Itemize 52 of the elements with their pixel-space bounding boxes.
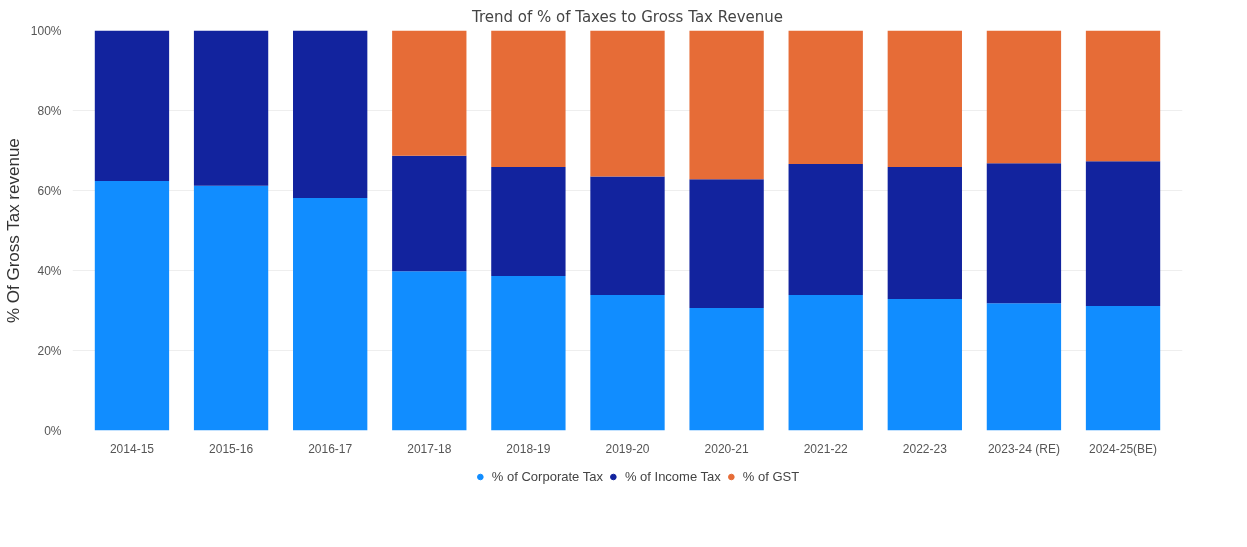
bar <box>94 30 170 181</box>
bar <box>986 30 1062 164</box>
bar <box>689 30 764 180</box>
bar <box>788 164 863 295</box>
bar <box>1085 30 1161 162</box>
x-tick-label: 2020-21 <box>704 441 749 456</box>
bar <box>94 180 170 431</box>
bar <box>392 30 467 156</box>
legend-label: % of GST <box>742 468 800 484</box>
bar <box>590 294 665 431</box>
x-tick-label: 2018-19 <box>506 441 551 456</box>
legend-label: % of Income Tax <box>624 468 721 484</box>
x-tick-label: 2014-15 <box>109 441 155 456</box>
x-tick-label: 2016-17 <box>308 441 353 456</box>
x-tick-label: 2024-25(BE) <box>1089 441 1158 456</box>
x-tick-label: 2019-20 <box>605 441 650 456</box>
legend-label: % of Corporate Tax <box>491 468 603 484</box>
bar <box>491 276 566 431</box>
bar <box>887 166 962 299</box>
chart-title: Trend of % of Taxes to Gross Tax Revenue <box>470 7 784 26</box>
bar <box>293 30 368 199</box>
y-tick-label: 20% <box>37 343 62 358</box>
bar <box>689 308 764 431</box>
bar <box>788 30 863 165</box>
x-tick-label: 2023-24 (RE) <box>987 441 1060 456</box>
y-tick-label: 0% <box>44 423 62 438</box>
y-tick-label: 60% <box>37 183 62 198</box>
bar <box>788 294 863 431</box>
bar <box>491 30 566 167</box>
bar <box>590 176 665 295</box>
bar <box>293 198 368 431</box>
bar <box>193 30 269 186</box>
bar <box>193 185 269 431</box>
bar <box>887 30 962 167</box>
bar <box>590 30 665 177</box>
bar <box>986 303 1062 431</box>
x-tick-label: 2017-18 <box>407 441 452 456</box>
bar <box>689 179 764 309</box>
bar <box>491 166 566 277</box>
x-tick-label: 2022-23 <box>902 441 948 456</box>
y-tick-label: 100% <box>30 23 62 38</box>
bar <box>986 163 1062 304</box>
y-axis-title: % Of Gross Tax revenue <box>3 138 23 324</box>
x-tick-label: 2015-16 <box>209 441 254 456</box>
bar <box>1085 306 1161 431</box>
y-tick-label: 80% <box>37 103 62 118</box>
bar <box>392 271 467 431</box>
bar <box>887 298 962 431</box>
bar <box>1085 161 1161 307</box>
y-tick-label: 40% <box>37 263 62 278</box>
bar <box>392 155 467 272</box>
x-tick-label: 2021-22 <box>803 441 849 456</box>
